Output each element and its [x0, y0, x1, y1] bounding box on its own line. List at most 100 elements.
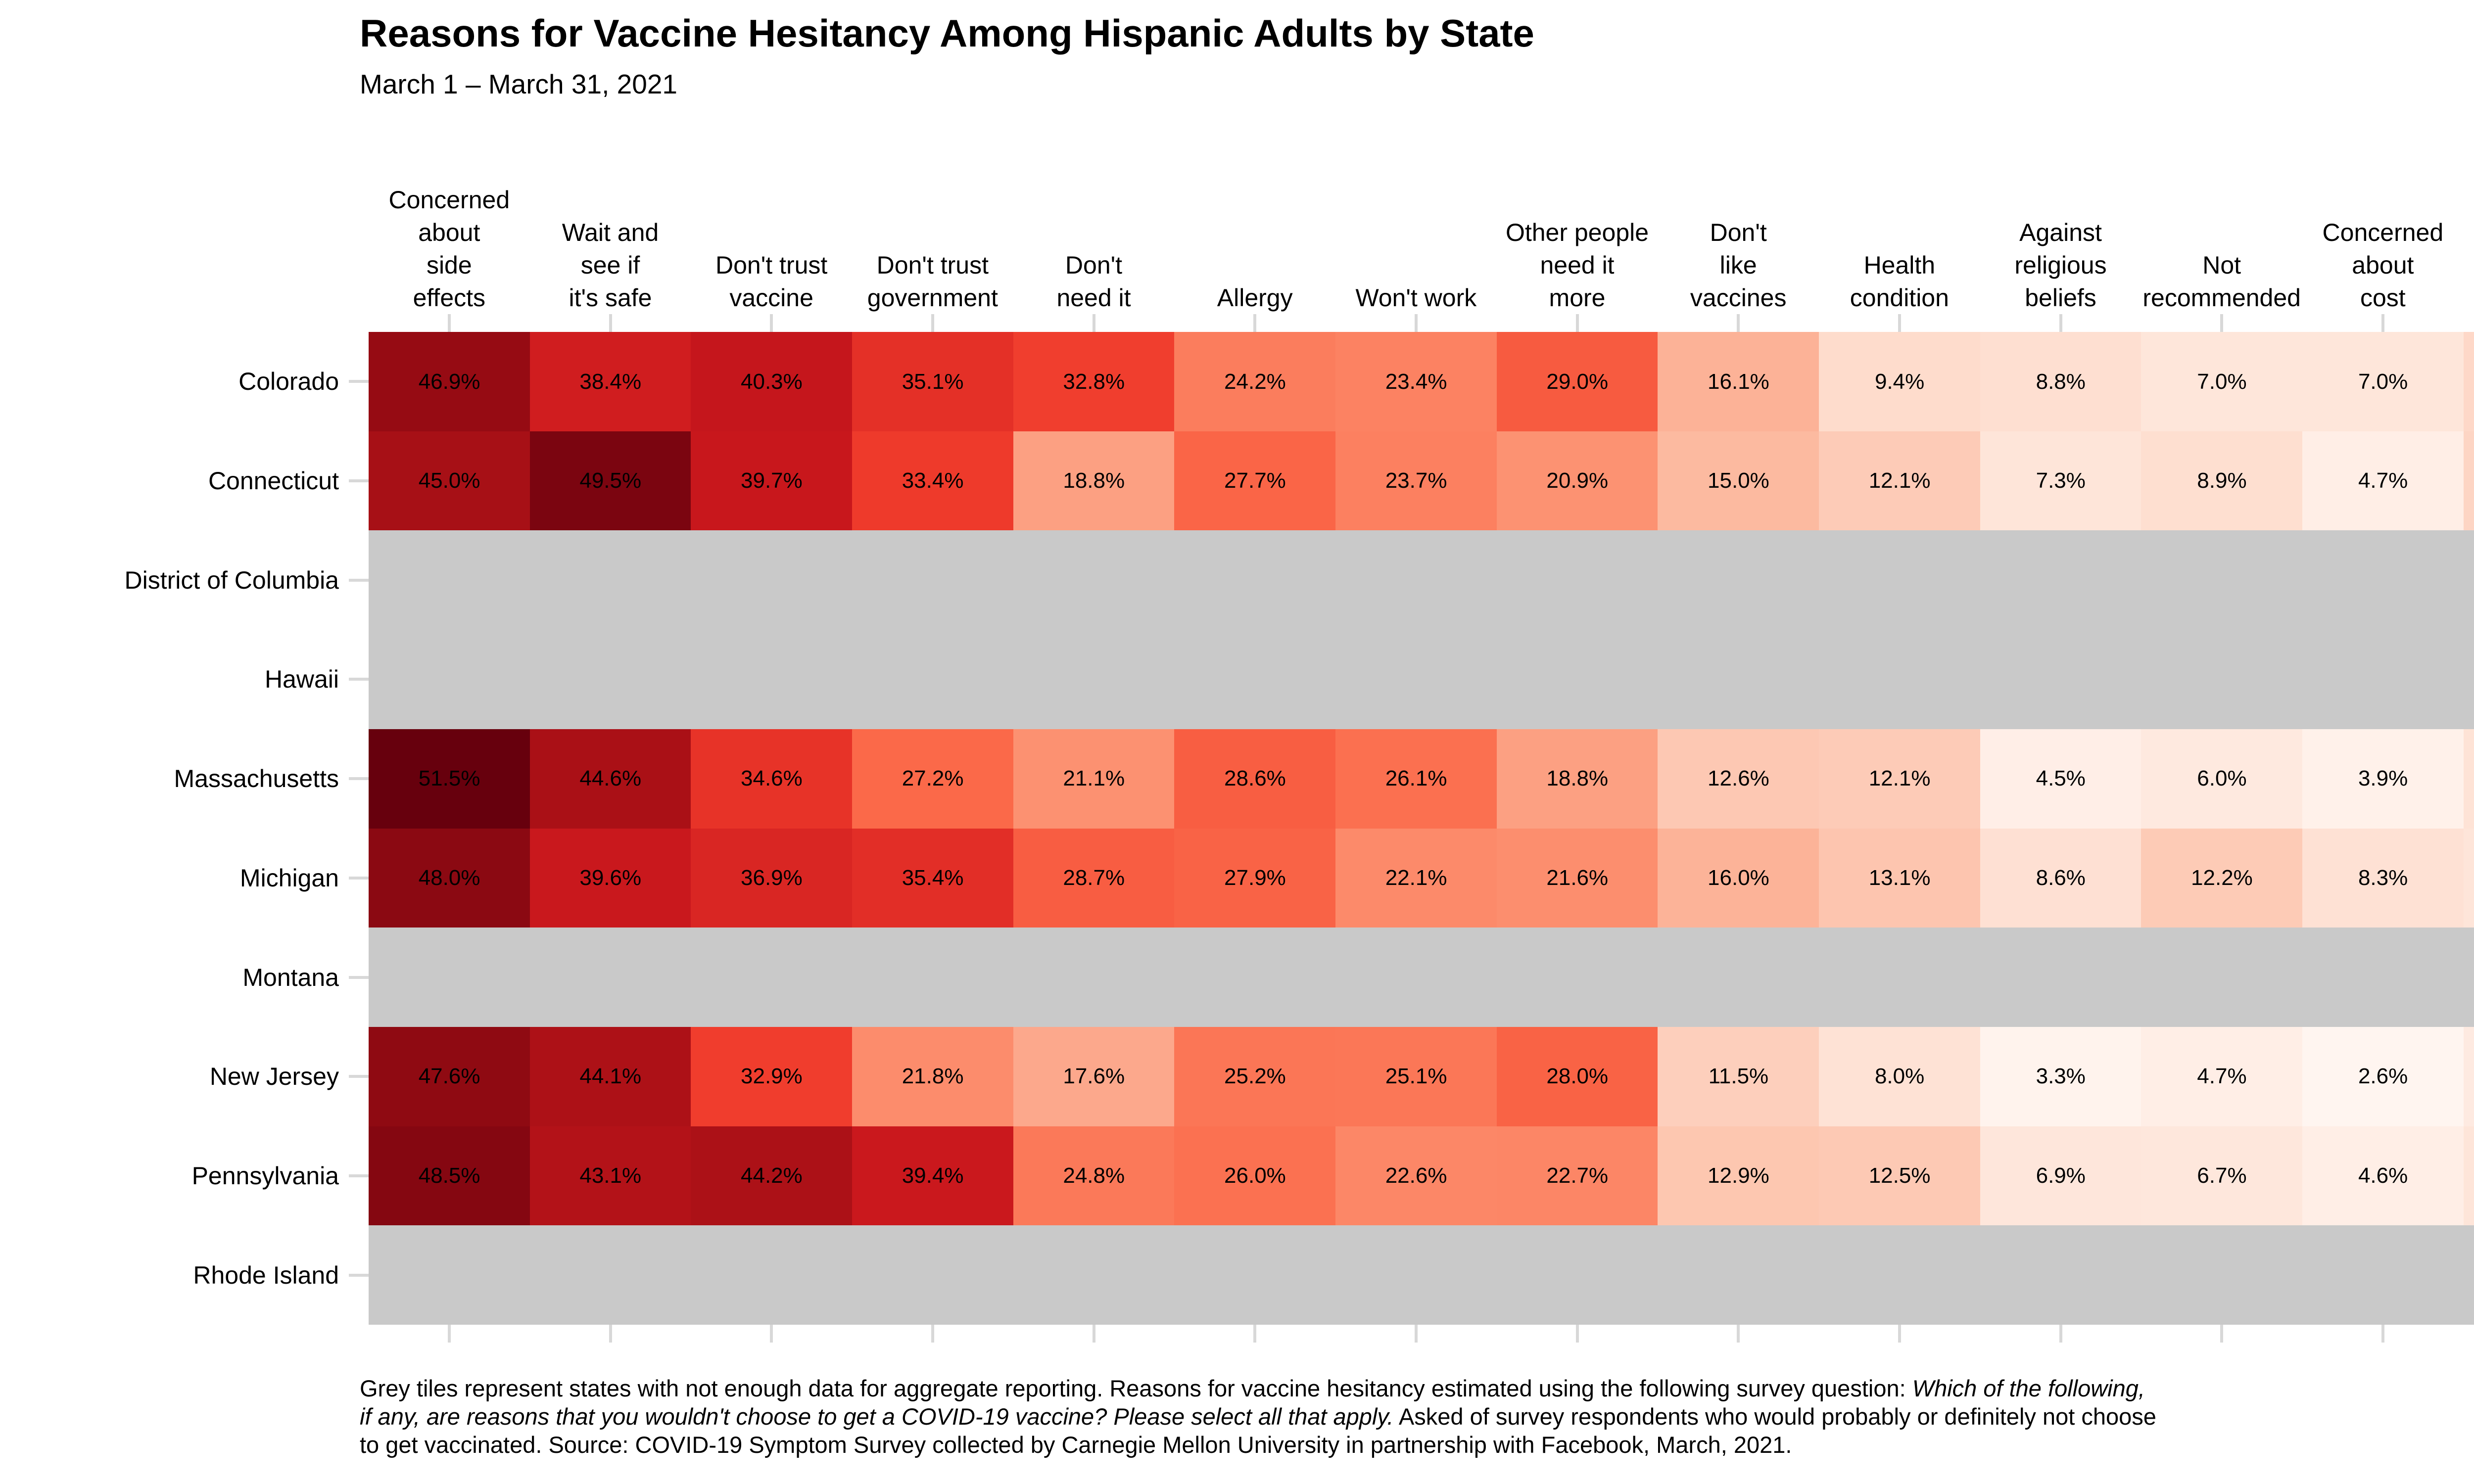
y-axis-tick-left [349, 777, 369, 781]
heatmap-tile-michigan-concerned-about-cost: 8.3% [2302, 828, 2464, 928]
x-axis-tick-top [1253, 314, 1257, 332]
heatmap-tile-colorado-concerned-about-cost: 7.0% [2302, 332, 2464, 432]
x-axis-tick-top [1092, 314, 1095, 332]
footnote-text-segment: Grey tiles represent states with not eno… [360, 1375, 1912, 1401]
heatmap-tile-michigan-concerned-about-side-effects: 48.0% [369, 828, 530, 928]
heatmap-tile-pennsylvania-don-t-trust-vaccine: 44.2% [691, 1126, 853, 1226]
column-header-allergy: Allergy [1217, 284, 1293, 312]
row-label-hawaii: Hawaii [264, 665, 339, 694]
heatmap-tile-colorado-don-t-like-vaccines: 16.1% [1658, 332, 1819, 432]
heatmap-tile-new-jersey-don-t-need-it: 17.6% [1013, 1026, 1175, 1127]
heatmap-tile-connecticut-don-t-like-vaccines: 15.0% [1658, 431, 1819, 531]
heatmap-tile-michigan-pregnancy: 7.2% [2463, 828, 2474, 928]
heatmap-tile-colorado-concerned-about-side-effects: 46.9% [369, 332, 530, 432]
heatmap-tile-colorado-against-religious-beliefs: 8.8% [1980, 332, 2141, 432]
footnote-italic-segment: if any, are reasons that you wouldn't ch… [360, 1403, 1394, 1430]
x-axis-tick-bottom [1737, 1325, 1740, 1343]
y-axis-tick-left [349, 578, 369, 582]
heatmap-tile-colorado-don-t-need-it: 32.8% [1013, 332, 1175, 432]
heatmap-tile-new-jersey-concerned-about-cost: 2.6% [2302, 1026, 2464, 1127]
heatmap-tile-michigan-against-religious-beliefs: 8.6% [1980, 828, 2141, 928]
heatmap-tile-connecticut-allergy: 27.7% [1174, 431, 1336, 531]
heatmap-tile-massachusetts-allergy: 28.6% [1174, 729, 1336, 829]
row-label-connecticut: Connecticut [208, 467, 339, 495]
heatmap-tile-connecticut-don-t-trust-government: 33.4% [852, 431, 1014, 531]
x-axis-tick-bottom [1092, 1325, 1095, 1343]
heatmap-tile-michigan-don-t-trust-government: 35.4% [852, 828, 1014, 928]
y-axis-tick-left [349, 380, 369, 383]
heatmap-tile-pennsylvania-don-t-like-vaccines: 12.9% [1658, 1126, 1819, 1226]
heatmap-tile-pennsylvania-health-condition: 12.5% [1819, 1126, 1981, 1226]
heatmap-tile-new-jersey-against-religious-beliefs: 3.3% [1980, 1026, 2141, 1127]
row-label-massachusetts: Massachusetts [174, 765, 339, 793]
x-axis-tick-top [1898, 314, 1901, 332]
heatmap-tile-massachusetts-other-people-need-it-more: 18.8% [1496, 729, 1658, 829]
heatmap-tile-new-jersey-health-condition: 8.0% [1819, 1026, 1981, 1127]
heatmap-tile-michigan-allergy: 27.9% [1174, 828, 1336, 928]
heatmap-tile-massachusetts-don-t-like-vaccines: 12.6% [1658, 729, 1819, 829]
column-header-other-people-need-it-more: Other people need it more [1505, 219, 1649, 312]
column-header-don-t-trust-vaccine: Don't trust vaccine [715, 251, 828, 312]
no-data-row-rhode-island [369, 1225, 2474, 1325]
heatmap-tile-pennsylvania-concerned-about-cost: 4.6% [2302, 1126, 2464, 1226]
heatmap-tile-connecticut-concerned-about-side-effects: 45.0% [369, 431, 530, 531]
heatmap-tile-pennsylvania-not-recommended: 6.7% [2141, 1126, 2303, 1226]
heatmap-tile-massachusetts-don-t-trust-government: 27.2% [852, 729, 1014, 829]
x-axis-tick-top [609, 314, 612, 332]
heatmap-tile-connecticut-health-condition: 12.1% [1819, 431, 1981, 531]
no-data-row-hawaii [369, 630, 2474, 729]
column-header-wait-and-see-if-it-s-safe: Wait and see if it's safe [562, 219, 659, 312]
footnote-line: if any, are reasons that you wouldn't ch… [360, 1402, 2474, 1431]
heatmap-tile-connecticut-won-t-work: 23.7% [1335, 431, 1497, 531]
row-label-michigan: Michigan [239, 864, 339, 892]
x-axis-tick-bottom [1898, 1325, 1901, 1343]
column-header-health-condition: Health condition [1850, 251, 1949, 312]
heatmap-tile-new-jersey-pregnancy: 5.7% [2463, 1026, 2474, 1127]
y-axis-tick-left [349, 1174, 369, 1177]
chart-title: Reasons for Vaccine Hesitancy Among Hisp… [360, 11, 1534, 55]
heatmap-tile-michigan-don-t-trust-vaccine: 36.9% [691, 828, 853, 928]
heatmap-tile-connecticut-wait-and-see-if-it-s-safe: 49.5% [529, 431, 691, 531]
x-axis-tick-bottom [2381, 1325, 2384, 1343]
heatmap-tile-colorado-health-condition: 9.4% [1819, 332, 1981, 432]
heatmap-tile-michigan-wait-and-see-if-it-s-safe: 39.6% [529, 828, 691, 928]
heatmap-tile-new-jersey-not-recommended: 4.7% [2141, 1026, 2303, 1127]
footnote: Grey tiles represent states with not eno… [360, 1374, 2474, 1459]
heatmap-tile-colorado-allergy: 24.2% [1174, 332, 1336, 432]
x-axis-tick-bottom [1253, 1325, 1257, 1343]
y-axis-tick-left [349, 876, 369, 880]
footnote-line: to get vaccinated. Source: COVID-19 Symp… [360, 1431, 2474, 1459]
row-label-colorado: Colorado [238, 368, 339, 396]
no-data-row-montana [369, 928, 2474, 1027]
column-header-not-recommended: Not recommended [2142, 251, 2301, 312]
heatmap-tile-new-jersey-won-t-work: 25.1% [1335, 1026, 1497, 1127]
row-label-montana: Montana [242, 963, 339, 991]
heatmap-tile-colorado-won-t-work: 23.4% [1335, 332, 1497, 432]
heatmap-tile-connecticut-against-religious-beliefs: 7.3% [1980, 431, 2141, 531]
heatmap-tile-massachusetts-concerned-about-side-effects: 51.5% [369, 729, 530, 829]
heatmap-tile-pennsylvania-allergy: 26.0% [1174, 1126, 1336, 1226]
heatmap-tile-massachusetts-not-recommended: 6.0% [2141, 729, 2303, 829]
heatmap-tile-massachusetts-wait-and-see-if-it-s-safe: 44.6% [529, 729, 691, 829]
x-axis-tick-top [1414, 314, 1418, 332]
row-label-rhode-island: Rhode Island [193, 1261, 339, 1289]
column-header-don-t-trust-government: Don't trust government [867, 251, 998, 312]
heatmap-tile-new-jersey-allergy: 25.2% [1174, 1026, 1336, 1127]
heatmap-tile-massachusetts-against-religious-beliefs: 4.5% [1980, 729, 2141, 829]
heatmap-tile-michigan-don-t-need-it: 28.7% [1013, 828, 1175, 928]
row-label-pennsylvania: Pennsylvania [191, 1161, 339, 1190]
heatmap-tile-pennsylvania-don-t-trust-government: 39.4% [852, 1126, 1014, 1226]
heatmap-tile-colorado-wait-and-see-if-it-s-safe: 38.4% [529, 332, 691, 432]
heatmap-tile-new-jersey-wait-and-see-if-it-s-safe: 44.1% [529, 1026, 691, 1127]
heatmap-tile-pennsylvania-against-religious-beliefs: 6.9% [1980, 1126, 2141, 1226]
x-axis-tick-bottom [1575, 1325, 1579, 1343]
column-header-don-t-need-it: Don't need it [1056, 251, 1131, 312]
heatmap-tile-michigan-other-people-need-it-more: 21.6% [1496, 828, 1658, 928]
heatmap-tile-connecticut-pregnancy: 10.5% [2463, 431, 2474, 531]
heatmap-tile-massachusetts-pregnancy: 7.8% [2463, 729, 2474, 829]
heatmap-tile-new-jersey-don-t-trust-vaccine: 32.9% [691, 1026, 853, 1127]
heatmap-tile-new-jersey-don-t-trust-government: 21.8% [852, 1026, 1014, 1127]
column-header-won-t-work: Won't work [1355, 284, 1477, 312]
y-axis-tick-left [349, 975, 369, 979]
